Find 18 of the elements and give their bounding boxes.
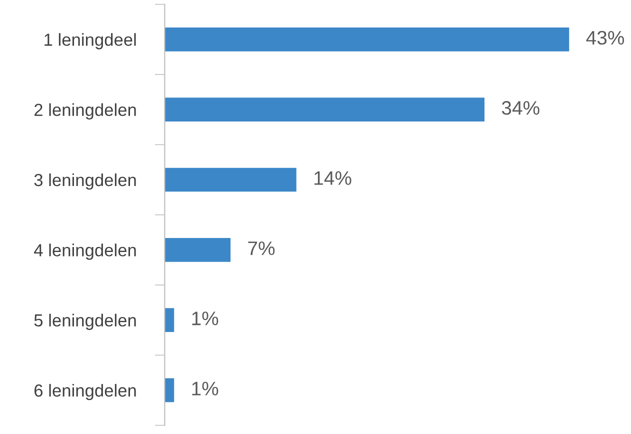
data-label: 1%: [192, 312, 218, 326]
bar: [164, 308, 174, 332]
y-tick-label: 2 leningdelen: [34, 103, 136, 120]
y-tick-label: 5 leningdelen: [34, 314, 136, 330]
y-tick-label: 6 leningdelen: [34, 384, 136, 400]
y-tick-label: 3 leningdelen: [34, 173, 136, 190]
bar: [164, 168, 296, 192]
bar: [164, 98, 484, 122]
data-label: 7%: [248, 241, 275, 256]
bar: [164, 27, 570, 52]
data-label: 14%: [314, 171, 352, 185]
bar: [164, 238, 231, 262]
y-tick-label: 1 leningdeel: [44, 33, 136, 50]
data-label: 1%: [192, 382, 218, 396]
data-label: 43%: [586, 30, 624, 45]
bar: [164, 378, 174, 402]
data-label: 34%: [502, 101, 540, 115]
y-tick-label: 4 leningdelen: [34, 244, 136, 260]
